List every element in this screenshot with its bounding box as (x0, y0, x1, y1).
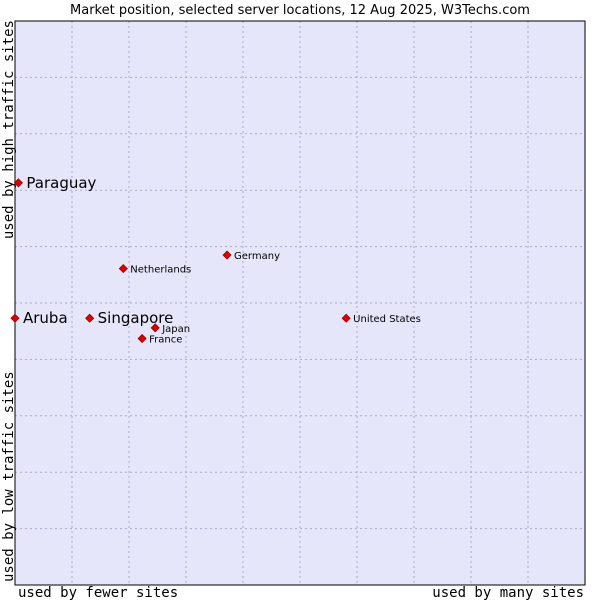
chart-title: Market position, selected server locatio… (70, 3, 530, 18)
data-label-singapore: Singapore (98, 309, 174, 327)
y-axis-label-top: used by high traffic sites (1, 20, 17, 239)
data-label-paraguay: Paraguay (26, 174, 96, 192)
data-point-germany (222, 250, 232, 260)
data-point-japan (150, 323, 160, 333)
x-axis-label-left: used by fewer sites (18, 585, 178, 600)
data-point-france (137, 333, 147, 344)
data-point-netherlands (118, 264, 128, 274)
data-point-paraguay (13, 178, 23, 188)
data-label-aruba: Aruba (23, 309, 68, 327)
data-point-united-states (341, 313, 351, 323)
data-label-netherlands: Netherlands (130, 265, 191, 276)
x-axis-label-right: used by many sites (432, 585, 584, 600)
y-axis-label-bottom: used by low traffic sites (1, 371, 17, 582)
data-point-singapore (85, 313, 95, 323)
data-label-united-states: United States (353, 314, 421, 325)
plot-border (14, 20, 586, 586)
data-label-france: France (149, 335, 182, 346)
data-label-germany: Germany (234, 251, 280, 262)
data-label-japan: Japan (161, 324, 190, 335)
data-point-aruba (10, 313, 20, 323)
plot-area: Paraguay Aruba Singapore Germany Netherlands… (10, 20, 586, 586)
